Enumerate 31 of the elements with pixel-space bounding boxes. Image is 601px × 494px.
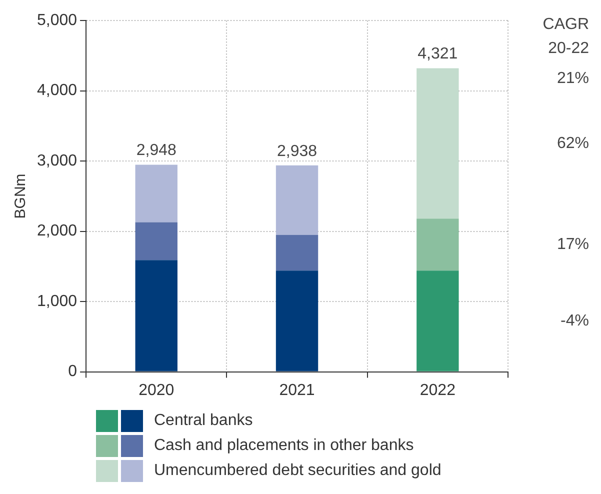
- bar: [276, 165, 318, 235]
- bar: [135, 260, 178, 372]
- x-tick-label: 2022: [420, 382, 456, 399]
- x-tick-label: 2021: [279, 382, 315, 399]
- text: 17%: [556, 236, 589, 254]
- legend-label: Cash and placements in other banks: [154, 437, 414, 455]
- y-tick-label: 2,000: [36, 222, 78, 240]
- bar: [416, 218, 459, 271]
- text: 21%: [556, 70, 589, 88]
- bar: [416, 68, 459, 219]
- bar: [416, 270, 459, 372]
- text: 20-22: [548, 40, 590, 58]
- y-tick-label: 4,000: [36, 82, 78, 100]
- y-tick-label: 3,000: [36, 152, 78, 170]
- bar: [135, 164, 178, 222]
- legend-label: Central banks: [154, 412, 253, 430]
- total-label: 2,938: [276, 142, 318, 160]
- total-label: 4,321: [418, 46, 458, 63]
- text: 62%: [556, 134, 589, 152]
- y-tick-label: 1,000: [36, 292, 78, 310]
- bar: [276, 234, 318, 271]
- legend-label: Umencumbered debt securities and gold: [154, 462, 442, 480]
- y-tick-label: 0: [68, 363, 78, 380]
- bar: [135, 222, 178, 260]
- text: CAGR: [542, 16, 589, 34]
- bar: [276, 270, 318, 372]
- y-axis-title: BGNm: [12, 174, 30, 219]
- text: -4%: [560, 312, 589, 330]
- x-tick-label: 2020: [138, 382, 174, 399]
- total-label: 2,948: [136, 142, 176, 160]
- y-tick-label: 5,000: [36, 12, 78, 30]
